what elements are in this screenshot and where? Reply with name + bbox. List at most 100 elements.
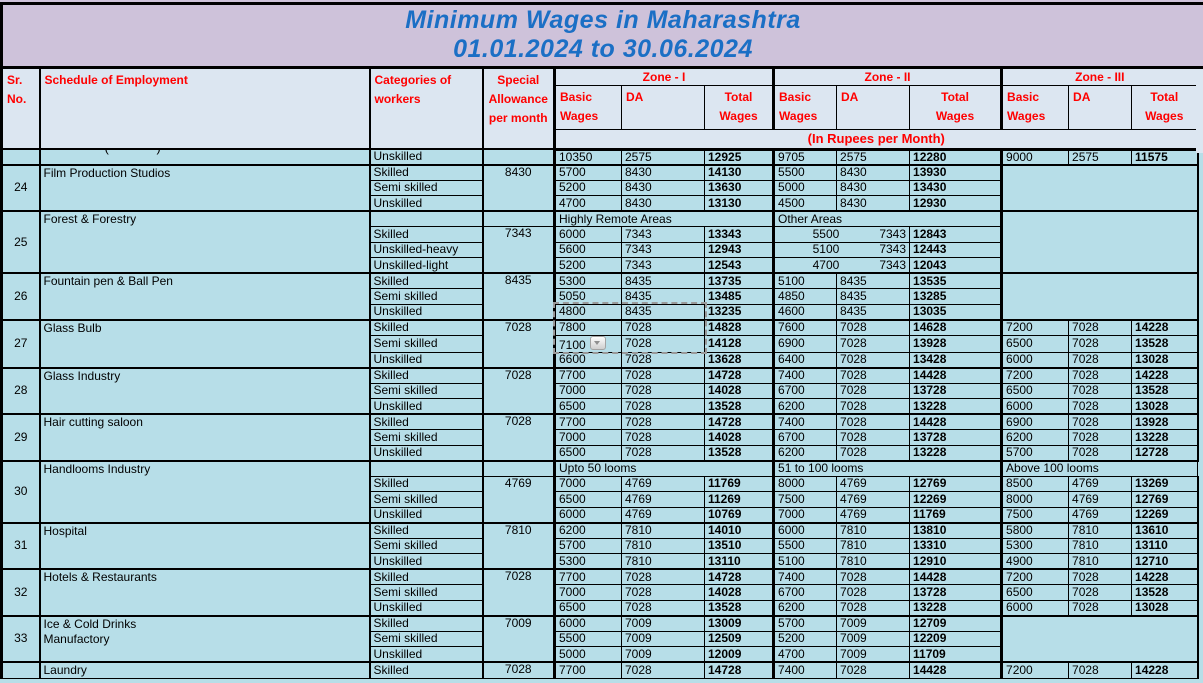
zone1-basic-cell[interactable]: 5050: [553, 288, 622, 305]
zone1-da-cell[interactable]: 7343: [621, 257, 705, 274]
schedule-cell[interactable]: Film Production Studios: [38, 163, 370, 212]
zone2-basic-da-merged-cell[interactable]: 5500 7343: [772, 226, 911, 243]
sr-no-cell[interactable]: 26: [0, 272, 40, 320]
zone3-da-cell[interactable]: 7028: [1068, 661, 1133, 679]
sr-no-cell[interactable]: 29: [0, 413, 40, 461]
category-cell[interactable]: Unskilled: [368, 195, 483, 212]
category-cell[interactable]: Skilled: [368, 475, 483, 492]
zone1-da-cell[interactable]: 8435: [621, 272, 705, 289]
zone1-basic-cell[interactable]: 6000: [553, 506, 622, 523]
zone2-da-cell[interactable]: 7009: [836, 614, 911, 632]
category-cell[interactable]: Semi skilled: [368, 179, 483, 196]
zone1-basic-cell[interactable]: 10350: [553, 148, 622, 165]
zone2-total-cell[interactable]: 12280: [909, 148, 1003, 165]
zone1-da-cell[interactable]: 7009: [621, 646, 705, 663]
zone3-da-cell[interactable]: 7028: [1068, 584, 1133, 601]
zone1-basic-cell[interactable]: 6500: [553, 398, 622, 415]
sr-no-cell[interactable]: 30: [0, 459, 40, 523]
schedule-cell[interactable]: Forest & Forestry: [38, 210, 370, 274]
special-allowance-cell[interactable]: 7028: [481, 413, 555, 461]
category-cell[interactable]: Semi skilled: [368, 334, 483, 353]
zone3-basic-cell[interactable]: 6000: [1000, 351, 1070, 368]
zone2-total-cell[interactable]: 13428: [909, 351, 1003, 368]
special-allowance-cell[interactable]: 7028: [481, 568, 555, 616]
zone2-basic-cell[interactable]: 5100: [772, 272, 838, 289]
special-allowance-cell[interactable]: [481, 148, 555, 165]
schedule-cell[interactable]: Laundry: [38, 661, 370, 679]
zone2-total-cell[interactable]: 14628: [909, 318, 1003, 336]
zone1-total-cell[interactable]: 12009: [703, 646, 775, 663]
zone1-total-cell[interactable]: 14128: [703, 334, 775, 353]
zone2-basic-cell[interactable]: 5500: [772, 163, 838, 181]
zone2-basic-cell[interactable]: 8000: [772, 475, 838, 492]
zone1-basic-cell[interactable]: 5000: [553, 646, 622, 663]
zone2-total-cell[interactable]: 13535: [909, 272, 1003, 289]
zone2-total-cell[interactable]: 13035: [909, 303, 1003, 320]
category-cell[interactable]: Semi skilled: [368, 288, 483, 305]
zone2-basic-cell[interactable]: 4850: [772, 288, 838, 305]
zone2-basic-cell[interactable]: 4700: [772, 646, 838, 663]
zone2-total-cell[interactable]: 13928: [909, 334, 1003, 353]
zone3-da-cell[interactable]: 4769: [1068, 475, 1133, 492]
zone1-da-cell[interactable]: 7028: [621, 444, 705, 461]
zone1-total-cell[interactable]: 14028: [703, 382, 775, 399]
zone2-da-cell[interactable]: 7028: [836, 568, 911, 585]
zone1-da-cell[interactable]: 7343: [621, 241, 705, 258]
zone1-da-cell[interactable]: 7009: [621, 630, 705, 647]
zone1-da-cell[interactable]: 4769: [621, 475, 705, 492]
zone3-total-cell[interactable]: 14228: [1131, 568, 1199, 585]
zone1-da-cell[interactable]: 7028: [621, 599, 705, 616]
zone1-da-cell[interactable]: 7028: [621, 382, 705, 399]
category-cell[interactable]: Skilled: [368, 226, 483, 243]
zone1-basic-cell[interactable]: 5500: [553, 630, 622, 647]
sr-no-cell[interactable]: 33: [0, 614, 40, 663]
zone2-da-cell[interactable]: 2575: [836, 148, 911, 165]
schedule-cell[interactable]: Handlooms Industry: [38, 459, 370, 523]
sr-no-cell[interactable]: [0, 148, 40, 165]
zone2-basic-cell[interactable]: 5200: [772, 630, 838, 647]
special-allowance-cell[interactable]: 7028: [481, 318, 555, 368]
zone3-empty-cell[interactable]: [1000, 163, 1199, 212]
zone2-da-cell[interactable]: 7028: [836, 444, 911, 461]
zone3-da-cell[interactable]: 4769: [1068, 506, 1133, 523]
zone3-total-cell[interactable]: 13528: [1131, 584, 1199, 601]
zone1-total-cell[interactable]: 14728: [703, 366, 775, 384]
category-cell[interactable]: Unskilled: [368, 398, 483, 415]
zone1-basic-cell[interactable]: 6600: [553, 351, 622, 368]
zone3-basic-cell[interactable]: 6900: [1000, 413, 1070, 430]
zone1-da-cell[interactable]: 7028: [621, 318, 705, 336]
zone2-total-cell[interactable]: 13228: [909, 444, 1003, 461]
zone1-basic-cell[interactable]: 5600: [553, 241, 622, 258]
zone3-da-cell[interactable]: 2575: [1068, 148, 1133, 165]
zone2-total-cell[interactable]: 12269: [909, 491, 1003, 508]
zone3-basic-cell[interactable]: 6200: [1000, 429, 1070, 446]
zone2-basic-cell[interactable]: 7000: [772, 506, 838, 523]
zone2-basic-cell[interactable]: 5700: [772, 614, 838, 632]
zone2-da-cell[interactable]: 7028: [836, 318, 911, 336]
zone1-total-cell[interactable]: 13528: [703, 398, 775, 415]
zone2-da-cell[interactable]: 7009: [836, 646, 911, 663]
zone2-da-cell[interactable]: 4769: [836, 506, 911, 523]
zone3-da-cell[interactable]: 7028: [1068, 568, 1133, 585]
zone2-total-cell[interactable]: 12709: [909, 614, 1003, 632]
zone1-da-cell[interactable]: 7028: [621, 568, 705, 585]
zone3-total-cell[interactable]: 13528: [1131, 334, 1199, 353]
zone1-basic-cell[interactable]: 4800: [553, 303, 622, 320]
zone1-total-cell[interactable]: 14828: [703, 318, 775, 336]
zone1-da-cell[interactable]: 7343: [621, 226, 705, 243]
zone2-total-cell[interactable]: 13285: [909, 288, 1003, 305]
zone3-da-cell[interactable]: 7028: [1068, 382, 1133, 399]
zone2-da-cell[interactable]: 7028: [836, 413, 911, 430]
zone1-basic-cell[interactable]: 6000: [553, 226, 622, 243]
zone1-basic-cell[interactable]: 6200: [553, 521, 622, 539]
zone2-total-cell[interactable]: 12843: [909, 226, 1003, 243]
zone2-da-cell[interactable]: 7810: [836, 553, 911, 570]
zone2-total-cell[interactable]: 14428: [909, 568, 1003, 585]
category-cell[interactable]: Unskilled: [368, 351, 483, 368]
autofill-options-dropdown-icon[interactable]: [589, 336, 606, 350]
special-allowance-cell[interactable]: 7028: [481, 366, 555, 415]
zone1-da-cell[interactable]: 2575: [621, 148, 705, 165]
zone3-total-cell[interactable]: 12269: [1131, 506, 1199, 523]
category-cell[interactable]: Unskilled: [368, 444, 483, 461]
schedule-cell[interactable]: Hospital: [38, 521, 370, 570]
